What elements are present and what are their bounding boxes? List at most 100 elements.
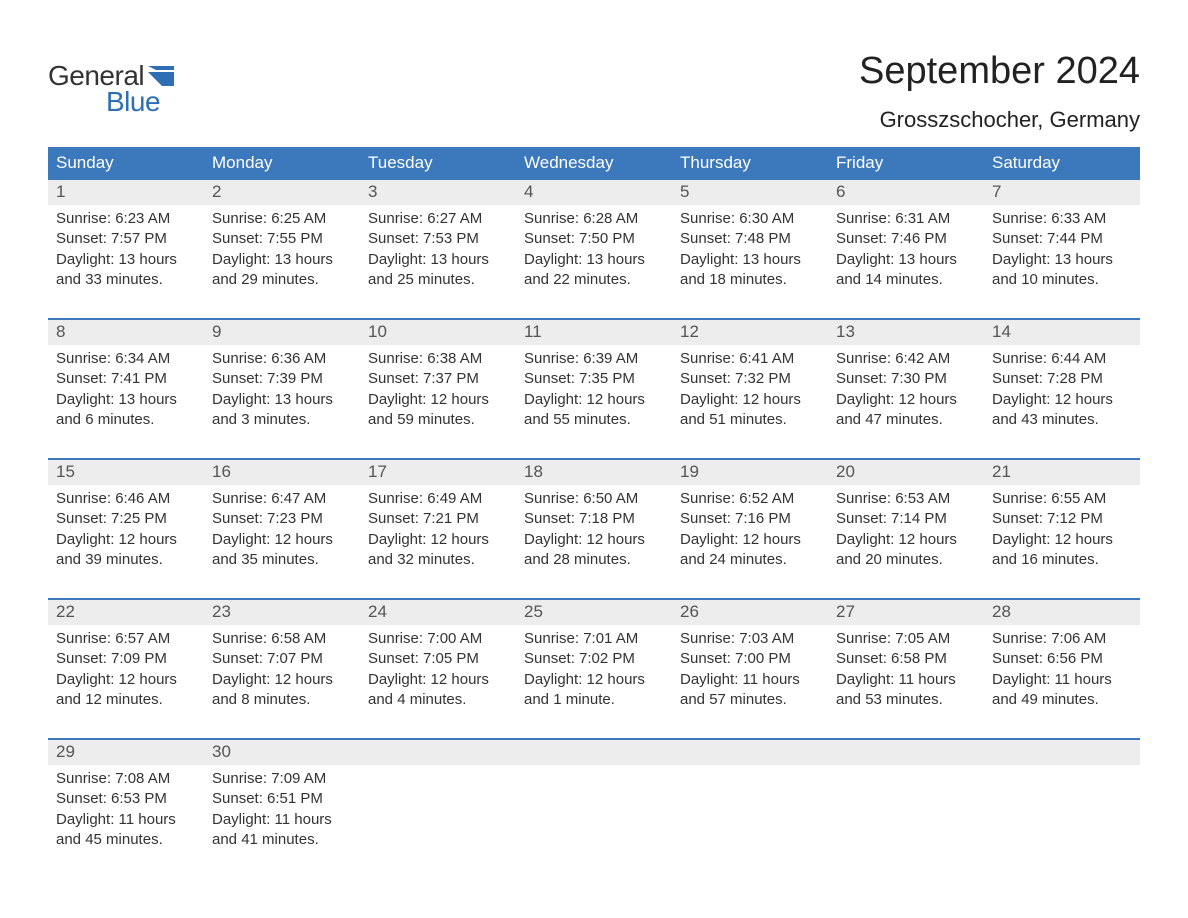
day-body: Sunrise: 6:52 AMSunset: 7:16 PMDaylight:… [680,485,820,570]
daylight-line: Daylight: 12 hours and 51 minutes. [680,390,820,431]
day-cell: 20Sunrise: 6:53 AMSunset: 7:14 PMDayligh… [828,460,984,576]
day-number: 22 [48,600,204,625]
sunrise-line: Sunrise: 6:23 AM [56,209,196,229]
day-body: Sunrise: 6:38 AMSunset: 7:37 PMDaylight:… [368,345,508,430]
day-number: 23 [204,600,360,625]
sunset-line: Sunset: 7:37 PM [368,369,508,389]
sunset-line: Sunset: 7:46 PM [836,229,976,249]
day-cell [828,740,984,856]
sunrise-line: Sunrise: 6:58 AM [212,629,352,649]
day-cell: 8Sunrise: 6:34 AMSunset: 7:41 PMDaylight… [48,320,204,436]
sunset-line: Sunset: 6:58 PM [836,649,976,669]
flag-icon [148,66,174,86]
day-body: Sunrise: 7:03 AMSunset: 7:00 PMDaylight:… [680,625,820,710]
day-body: Sunrise: 7:05 AMSunset: 6:58 PMDaylight:… [836,625,976,710]
sunset-line: Sunset: 7:09 PM [56,649,196,669]
sunrise-line: Sunrise: 6:38 AM [368,349,508,369]
calendar: Sunday Monday Tuesday Wednesday Thursday… [48,147,1140,856]
day-body: Sunrise: 7:01 AMSunset: 7:02 PMDaylight:… [524,625,664,710]
sunrise-line: Sunrise: 6:49 AM [368,489,508,509]
day-number: 12 [672,320,828,345]
sunrise-line: Sunrise: 6:31 AM [836,209,976,229]
sunrise-line: Sunrise: 6:25 AM [212,209,352,229]
daylight-line: Daylight: 13 hours and 6 minutes. [56,390,196,431]
weekday-header-row: Sunday Monday Tuesday Wednesday Thursday… [48,147,1140,180]
day-cell: 24Sunrise: 7:00 AMSunset: 7:05 PMDayligh… [360,600,516,716]
sunrise-line: Sunrise: 6:53 AM [836,489,976,509]
sunrise-line: Sunrise: 6:36 AM [212,349,352,369]
month-year-title: September 2024 [859,50,1140,93]
sunset-line: Sunset: 6:53 PM [56,789,196,809]
daylight-line: Daylight: 11 hours and 41 minutes. [212,810,352,851]
sunset-line: Sunset: 7:00 PM [680,649,820,669]
sunrise-line: Sunrise: 6:27 AM [368,209,508,229]
day-cell: 4Sunrise: 6:28 AMSunset: 7:50 PMDaylight… [516,180,672,296]
day-body: Sunrise: 6:30 AMSunset: 7:48 PMDaylight:… [680,205,820,290]
day-body: Sunrise: 6:41 AMSunset: 7:32 PMDaylight:… [680,345,820,430]
sunrise-line: Sunrise: 6:52 AM [680,489,820,509]
day-cell: 29Sunrise: 7:08 AMSunset: 6:53 PMDayligh… [48,740,204,856]
header: General Blue September 2024 Grosszschoch… [48,50,1140,133]
weekday-header: Tuesday [360,147,516,180]
day-cell [984,740,1140,856]
sunset-line: Sunset: 7:12 PM [992,509,1132,529]
sunset-line: Sunset: 7:41 PM [56,369,196,389]
day-number-empty [672,740,828,765]
daylight-line: Daylight: 13 hours and 33 minutes. [56,250,196,291]
daylight-line: Daylight: 12 hours and 32 minutes. [368,530,508,571]
day-cell: 22Sunrise: 6:57 AMSunset: 7:09 PMDayligh… [48,600,204,716]
sunset-line: Sunset: 7:25 PM [56,509,196,529]
week-row: 15Sunrise: 6:46 AMSunset: 7:25 PMDayligh… [48,458,1140,576]
sunrise-line: Sunrise: 6:47 AM [212,489,352,509]
daylight-line: Daylight: 12 hours and 8 minutes. [212,670,352,711]
weeks-container: 1Sunrise: 6:23 AMSunset: 7:57 PMDaylight… [48,180,1140,856]
weekday-header: Sunday [48,147,204,180]
weekday-header: Friday [828,147,984,180]
sunrise-line: Sunrise: 6:28 AM [524,209,664,229]
day-body: Sunrise: 6:28 AMSunset: 7:50 PMDaylight:… [524,205,664,290]
daylight-line: Daylight: 13 hours and 14 minutes. [836,250,976,291]
day-cell: 9Sunrise: 6:36 AMSunset: 7:39 PMDaylight… [204,320,360,436]
day-number-empty [828,740,984,765]
day-number: 27 [828,600,984,625]
weekday-header: Monday [204,147,360,180]
day-body: Sunrise: 7:09 AMSunset: 6:51 PMDaylight:… [212,765,352,850]
day-number: 7 [984,180,1140,205]
daylight-line: Daylight: 11 hours and 45 minutes. [56,810,196,851]
daylight-line: Daylight: 11 hours and 49 minutes. [992,670,1132,711]
day-cell: 10Sunrise: 6:38 AMSunset: 7:37 PMDayligh… [360,320,516,436]
day-cell: 25Sunrise: 7:01 AMSunset: 7:02 PMDayligh… [516,600,672,716]
daylight-line: Daylight: 12 hours and 59 minutes. [368,390,508,431]
location-subtitle: Grosszschocher, Germany [859,107,1140,133]
sunset-line: Sunset: 7:35 PM [524,369,664,389]
sunrise-line: Sunrise: 7:08 AM [56,769,196,789]
daylight-line: Daylight: 11 hours and 57 minutes. [680,670,820,711]
daylight-line: Daylight: 12 hours and 4 minutes. [368,670,508,711]
day-body: Sunrise: 6:31 AMSunset: 7:46 PMDaylight:… [836,205,976,290]
sunset-line: Sunset: 7:05 PM [368,649,508,669]
day-body: Sunrise: 6:53 AMSunset: 7:14 PMDaylight:… [836,485,976,570]
daylight-line: Daylight: 13 hours and 3 minutes. [212,390,352,431]
day-number: 26 [672,600,828,625]
sunrise-line: Sunrise: 7:06 AM [992,629,1132,649]
daylight-line: Daylight: 11 hours and 53 minutes. [836,670,976,711]
day-cell: 30Sunrise: 7:09 AMSunset: 6:51 PMDayligh… [204,740,360,856]
sunset-line: Sunset: 7:21 PM [368,509,508,529]
day-number: 16 [204,460,360,485]
day-cell: 19Sunrise: 6:52 AMSunset: 7:16 PMDayligh… [672,460,828,576]
day-number: 3 [360,180,516,205]
sunrise-line: Sunrise: 7:03 AM [680,629,820,649]
day-body: Sunrise: 6:46 AMSunset: 7:25 PMDaylight:… [56,485,196,570]
day-number: 6 [828,180,984,205]
sunrise-line: Sunrise: 6:50 AM [524,489,664,509]
day-cell: 1Sunrise: 6:23 AMSunset: 7:57 PMDaylight… [48,180,204,296]
sunset-line: Sunset: 7:23 PM [212,509,352,529]
daylight-line: Daylight: 12 hours and 24 minutes. [680,530,820,571]
day-body: Sunrise: 6:49 AMSunset: 7:21 PMDaylight:… [368,485,508,570]
day-number: 9 [204,320,360,345]
day-body: Sunrise: 6:47 AMSunset: 7:23 PMDaylight:… [212,485,352,570]
day-number-empty [984,740,1140,765]
day-number: 28 [984,600,1140,625]
week-row: 8Sunrise: 6:34 AMSunset: 7:41 PMDaylight… [48,318,1140,436]
daylight-line: Daylight: 12 hours and 43 minutes. [992,390,1132,431]
